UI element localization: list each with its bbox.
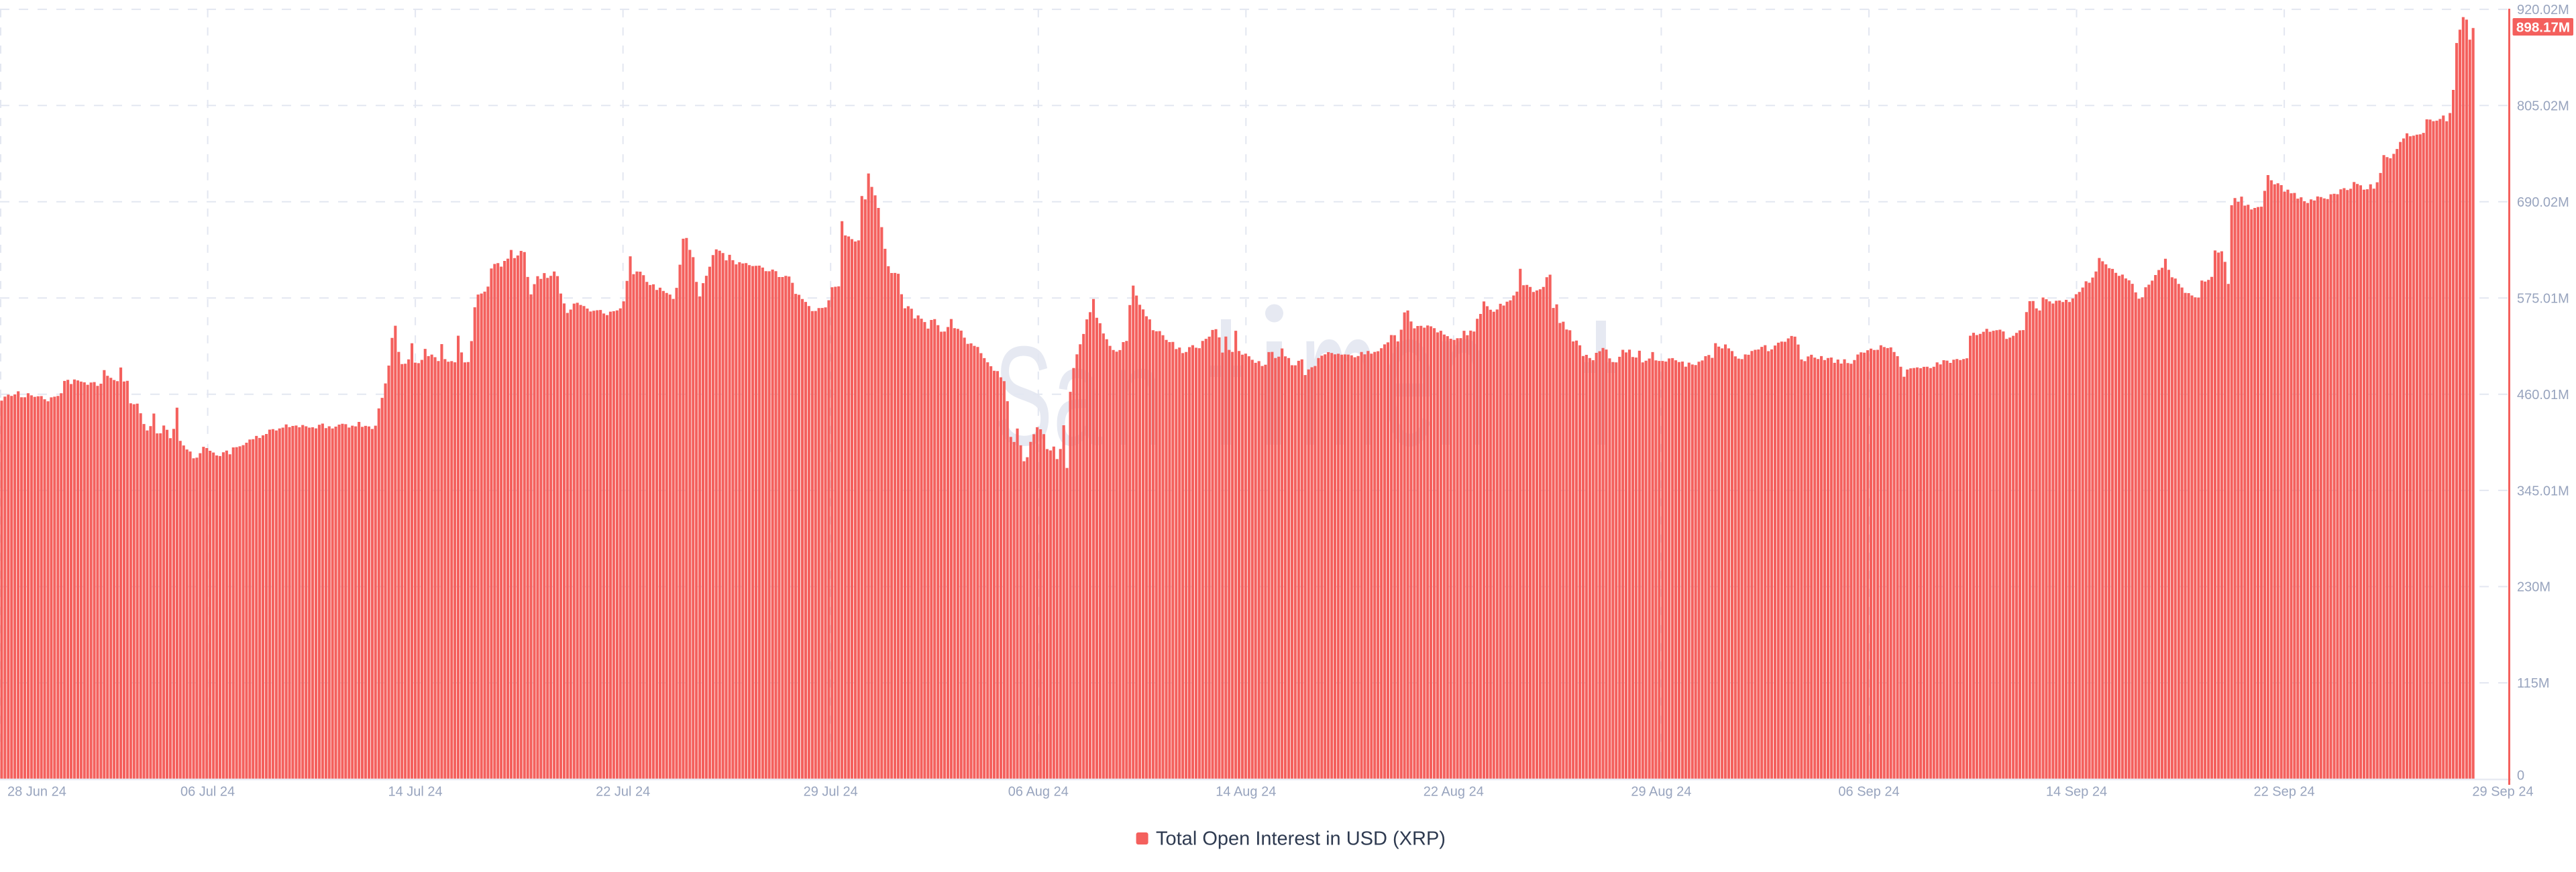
svg-text:575.01M: 575.01M xyxy=(2517,291,2569,306)
svg-text:28 Jun 24: 28 Jun 24 xyxy=(7,785,66,800)
svg-text:690.02M: 690.02M xyxy=(2517,195,2569,210)
svg-text:920.02M: 920.02M xyxy=(2517,3,2569,17)
svg-text:22 Aug 24: 22 Aug 24 xyxy=(1424,785,1484,800)
svg-text:345.01M: 345.01M xyxy=(2517,484,2569,498)
svg-text:06 Sep 24: 06 Sep 24 xyxy=(1838,785,1899,800)
svg-text:805.02M: 805.02M xyxy=(2517,99,2569,114)
svg-text:22 Jul 24: 22 Jul 24 xyxy=(596,785,650,800)
svg-text:460.01M: 460.01M xyxy=(2517,388,2569,402)
svg-text:29 Aug 24: 29 Aug 24 xyxy=(1631,785,1691,800)
svg-text:230M: 230M xyxy=(2517,580,2551,595)
svg-text:06 Aug 24: 06 Aug 24 xyxy=(1008,785,1069,800)
svg-text:0: 0 xyxy=(2517,769,2524,783)
svg-text:14 Sep 24: 14 Sep 24 xyxy=(2046,785,2107,800)
svg-text:115M: 115M xyxy=(2517,676,2550,691)
svg-text:29 Sep 24: 29 Sep 24 xyxy=(2472,785,2533,800)
svg-text:Total Open Interest in USD (XR: Total Open Interest in USD (XRP) xyxy=(1156,828,1446,850)
svg-text:898.17M: 898.17M xyxy=(2516,20,2570,36)
svg-text:29 Jul 24: 29 Jul 24 xyxy=(804,785,858,800)
svg-text:14 Jul 24: 14 Jul 24 xyxy=(388,785,443,800)
svg-text:14 Aug 24: 14 Aug 24 xyxy=(1216,785,1276,800)
svg-text:22 Sep 24: 22 Sep 24 xyxy=(2253,785,2314,800)
svg-text:06 Jul 24: 06 Jul 24 xyxy=(180,785,235,800)
